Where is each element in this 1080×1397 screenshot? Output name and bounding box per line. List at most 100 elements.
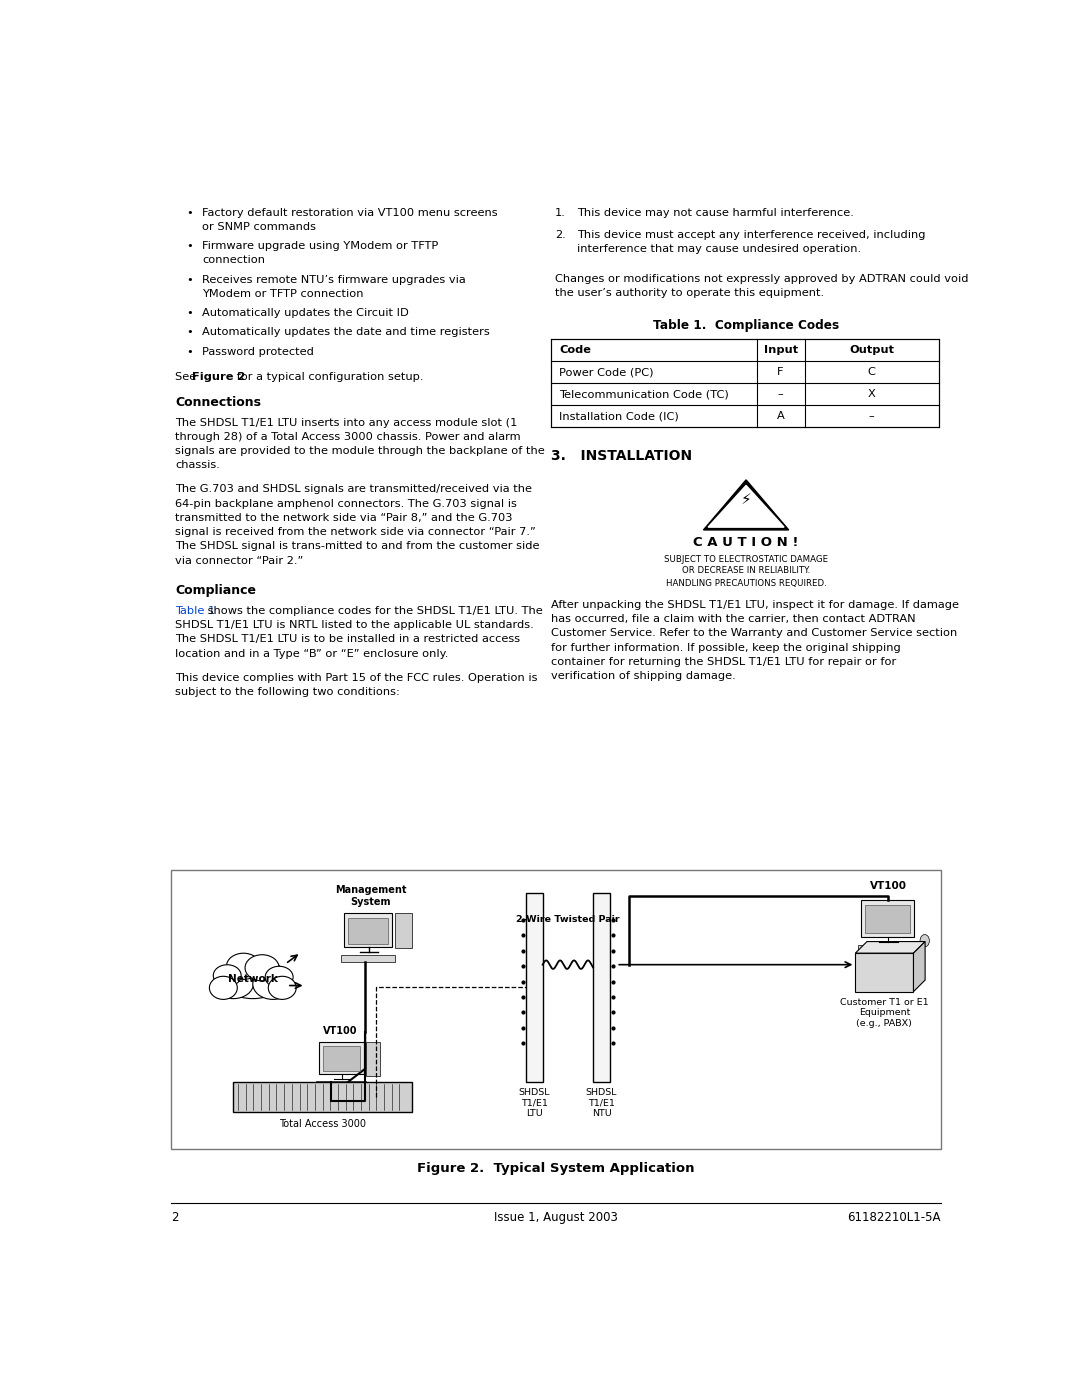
Ellipse shape bbox=[245, 954, 279, 981]
Text: 1.: 1. bbox=[555, 208, 566, 218]
Text: After unpacking the SHDSL T1/E1 LTU, inspect it for damage. If damage: After unpacking the SHDSL T1/E1 LTU, ins… bbox=[551, 599, 959, 610]
Text: Output: Output bbox=[849, 345, 894, 355]
Text: VT100: VT100 bbox=[323, 1027, 357, 1037]
Ellipse shape bbox=[920, 935, 930, 947]
Text: Automatically updates the date and time registers: Automatically updates the date and time … bbox=[202, 327, 490, 338]
Ellipse shape bbox=[227, 953, 260, 979]
Text: •: • bbox=[186, 208, 192, 218]
Ellipse shape bbox=[213, 965, 241, 986]
Text: C A U T I O N !: C A U T I O N ! bbox=[693, 536, 799, 549]
Text: This device may not cause harmful interference.: This device may not cause harmful interf… bbox=[577, 208, 853, 218]
Bar bbox=[172, 870, 941, 1150]
Text: The SHDSL T1/E1 LTU is to be installed in a restricted access: The SHDSL T1/E1 LTU is to be installed i… bbox=[175, 634, 521, 644]
Text: the user’s authority to operate this equipment.: the user’s authority to operate this equ… bbox=[555, 288, 824, 298]
Text: Password protected: Password protected bbox=[202, 346, 314, 356]
Polygon shape bbox=[914, 942, 926, 992]
Text: See: See bbox=[175, 372, 200, 381]
Bar bbox=[348, 918, 389, 944]
Text: Power Code (PC): Power Code (PC) bbox=[559, 367, 653, 377]
Text: 2-Wire Twisted Pair: 2-Wire Twisted Pair bbox=[516, 915, 620, 923]
Text: interference that may cause undesired operation.: interference that may cause undesired op… bbox=[577, 244, 861, 254]
Text: YModem or TFTP connection: YModem or TFTP connection bbox=[202, 289, 364, 299]
Text: Management
System: Management System bbox=[335, 886, 406, 907]
Text: SHDSL
T1/E1
NTU: SHDSL T1/E1 NTU bbox=[585, 1088, 618, 1118]
Text: verification of shipping damage.: verification of shipping damage. bbox=[551, 671, 735, 682]
Bar bbox=[319, 1042, 364, 1074]
Text: Changes or modifications not expressly approved by ADTRAN could void: Changes or modifications not expressly a… bbox=[555, 274, 969, 284]
Polygon shape bbox=[855, 942, 926, 953]
Bar bbox=[341, 954, 395, 961]
Text: Automatically updates the Circuit ID: Automatically updates the Circuit ID bbox=[202, 309, 409, 319]
Text: Installation Code (IC): Installation Code (IC) bbox=[559, 411, 678, 420]
Ellipse shape bbox=[210, 977, 238, 999]
Bar bbox=[859, 944, 917, 951]
Text: Connections: Connections bbox=[175, 395, 261, 408]
Text: The SHDSL T1/E1 LTU inserts into any access module slot (1: The SHDSL T1/E1 LTU inserts into any acc… bbox=[175, 418, 517, 427]
Bar bbox=[233, 1083, 411, 1112]
Text: A: A bbox=[777, 411, 784, 420]
Text: via connector “Pair 2.”: via connector “Pair 2.” bbox=[175, 556, 303, 566]
Text: signal is received from the network side via connector “Pair 7.”: signal is received from the network side… bbox=[175, 527, 536, 538]
Polygon shape bbox=[708, 485, 784, 527]
Text: SUBJECT TO ELECTROSTATIC DAMAGE
OR DECREASE IN RELIABILITY.: SUBJECT TO ELECTROSTATIC DAMAGE OR DECRE… bbox=[664, 556, 828, 574]
Bar bbox=[861, 900, 914, 937]
Text: container for returning the SHDSL T1/E1 LTU for repair or for: container for returning the SHDSL T1/E1 … bbox=[551, 657, 896, 666]
Text: This device must accept any interference received, including: This device must accept any interference… bbox=[577, 229, 926, 240]
Text: HANDLING PRECAUTIONS REQUIRED.: HANDLING PRECAUTIONS REQUIRED. bbox=[665, 580, 826, 588]
Text: Total Access 3000: Total Access 3000 bbox=[279, 1119, 366, 1129]
Text: Customer T1 or E1
Equipment
(e.g., PABX): Customer T1 or E1 Equipment (e.g., PABX) bbox=[840, 997, 929, 1028]
Text: 2: 2 bbox=[172, 1211, 179, 1224]
Text: The SHDSL signal is trans-mitted to and from the customer side: The SHDSL signal is trans-mitted to and … bbox=[175, 542, 540, 552]
Text: Network: Network bbox=[228, 974, 278, 983]
Bar bbox=[526, 893, 542, 1081]
Text: Receives remote NTU’s firmware upgrades via: Receives remote NTU’s firmware upgrades … bbox=[202, 275, 467, 285]
Text: •: • bbox=[186, 275, 192, 285]
Ellipse shape bbox=[266, 967, 293, 988]
Bar bbox=[345, 914, 392, 947]
Text: location and in a Type “B” or “E” enclosure only.: location and in a Type “B” or “E” enclos… bbox=[175, 648, 448, 658]
Bar bbox=[551, 339, 939, 427]
Text: •: • bbox=[186, 309, 192, 319]
Text: 61182210L1-5A: 61182210L1-5A bbox=[848, 1211, 941, 1224]
Text: ⚡: ⚡ bbox=[741, 492, 752, 506]
Bar bbox=[395, 914, 413, 949]
Text: Figure 2.  Typical System Application: Figure 2. Typical System Application bbox=[418, 1162, 694, 1175]
Bar bbox=[593, 893, 610, 1081]
Text: Factory default restoration via VT100 menu screens: Factory default restoration via VT100 me… bbox=[202, 208, 498, 218]
Text: Customer Service. Refer to the Warranty and Customer Service section: Customer Service. Refer to the Warranty … bbox=[551, 629, 958, 638]
Text: for further information. If possible, keep the original shipping: for further information. If possible, ke… bbox=[551, 643, 901, 652]
Bar bbox=[366, 1042, 380, 1076]
Text: Table 1: Table 1 bbox=[175, 606, 216, 616]
Text: Issue 1, August 2003: Issue 1, August 2003 bbox=[495, 1211, 618, 1224]
Text: or SNMP commands: or SNMP commands bbox=[202, 222, 316, 232]
Bar bbox=[865, 905, 910, 933]
Text: transmitted to the network side via “Pair 8,” and the G.703: transmitted to the network side via “Pai… bbox=[175, 513, 513, 522]
Text: Code: Code bbox=[559, 345, 591, 355]
Text: VT100: VT100 bbox=[869, 882, 907, 891]
Text: X: X bbox=[867, 390, 876, 400]
Bar bbox=[855, 953, 914, 992]
Text: Input: Input bbox=[764, 345, 798, 355]
Text: signals are provided to the module through the backplane of the: signals are provided to the module throu… bbox=[175, 446, 545, 455]
Text: Compliance: Compliance bbox=[175, 584, 256, 597]
Polygon shape bbox=[703, 481, 788, 529]
Text: Telecommunication Code (TC): Telecommunication Code (TC) bbox=[559, 390, 729, 400]
Text: 3.   INSTALLATION: 3. INSTALLATION bbox=[551, 448, 692, 462]
Ellipse shape bbox=[220, 957, 285, 999]
Text: •: • bbox=[186, 346, 192, 356]
Text: SHDSL T1/E1 LTU is NRTL listed to the applicable UL standards.: SHDSL T1/E1 LTU is NRTL listed to the ap… bbox=[175, 620, 534, 630]
Text: SHDSL
T1/E1
LTU: SHDSL T1/E1 LTU bbox=[518, 1088, 550, 1118]
Text: chassis.: chassis. bbox=[175, 460, 220, 471]
Text: C: C bbox=[867, 367, 876, 377]
Text: Table 1.  Compliance Codes: Table 1. Compliance Codes bbox=[653, 319, 839, 332]
Text: The G.703 and SHDSL signals are transmitted/received via the: The G.703 and SHDSL signals are transmit… bbox=[175, 485, 532, 495]
Text: F: F bbox=[778, 367, 784, 377]
Text: through 28) of a Total Access 3000 chassis. Power and alarm: through 28) of a Total Access 3000 chass… bbox=[175, 432, 521, 441]
Text: •: • bbox=[186, 327, 192, 338]
Text: –: – bbox=[868, 411, 875, 420]
Text: has occurred, file a claim with the carrier, then contact ADTRAN: has occurred, file a claim with the carr… bbox=[551, 615, 916, 624]
Ellipse shape bbox=[268, 977, 296, 999]
Ellipse shape bbox=[213, 968, 254, 999]
Text: 64-pin backplane amphenol connectors. The G.703 signal is: 64-pin backplane amphenol connectors. Th… bbox=[175, 499, 517, 509]
Text: –: – bbox=[778, 390, 783, 400]
